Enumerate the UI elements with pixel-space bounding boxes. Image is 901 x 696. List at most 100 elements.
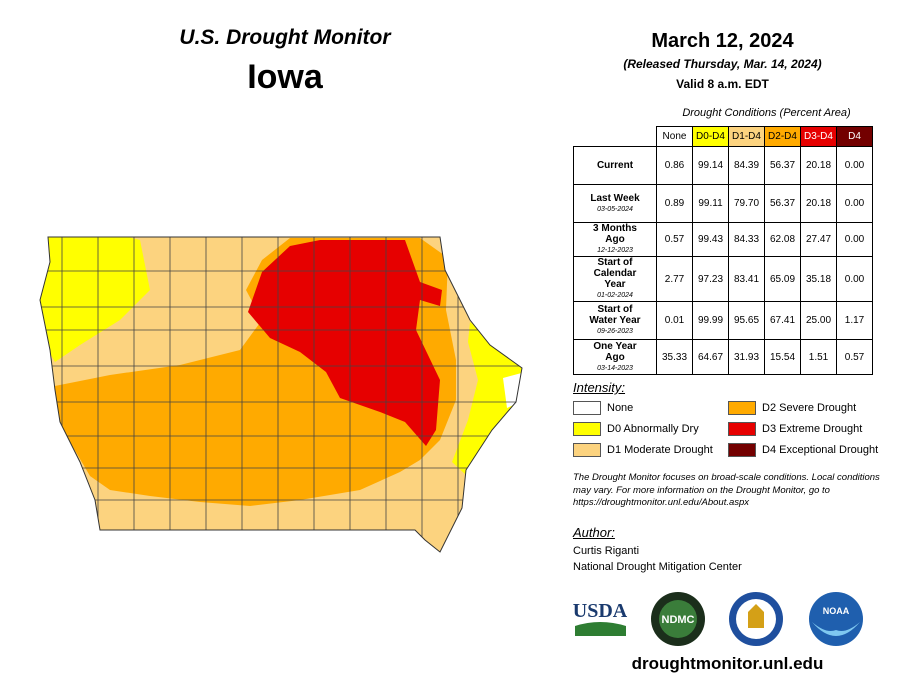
noaa-logo: NOAA [823, 606, 850, 616]
map-date: March 12, 2024 [651, 30, 794, 52]
value-cell: 1.51 [800, 339, 837, 375]
legend-swatch [573, 422, 601, 436]
noaa-ring [809, 592, 863, 646]
value-cell: 0.01 [656, 301, 693, 340]
author-name: Curtis Riganti [573, 545, 640, 557]
noaa-wave [812, 622, 860, 636]
ndmc-logo: NDMC [662, 614, 695, 626]
row-label: Start of Water Year [589, 304, 641, 326]
table-row: 3 Months Ago 12-12-2023 0.57 99.43 84.33 62.0… [573, 222, 873, 257]
corner-cell [574, 127, 657, 147]
row-date: 12-12-2023 [597, 247, 633, 254]
value-cell: 99.11 [692, 184, 729, 223]
usda-field [575, 622, 626, 636]
value-cell: 15.54 [764, 339, 801, 375]
value-cell: 95.65 [728, 301, 765, 340]
column-header: D4 [836, 126, 873, 147]
legend-item: None [573, 401, 633, 415]
value-cell: 83.41 [728, 256, 765, 302]
value-cell: 25.00 [800, 301, 837, 340]
table-row: One Year Ago 03-14-2023 35.33 64.67 31.93 15.… [573, 339, 873, 375]
legend-item: D0 Abnormally Dry [573, 422, 699, 436]
value-cell: 97.23 [692, 256, 729, 302]
column-header: D0-D4 [692, 126, 729, 147]
legend-label: D4 Exceptional Drought [762, 444, 879, 456]
value-cell: 0.86 [656, 146, 693, 185]
legend-label: D3 Extreme Drought [762, 423, 863, 435]
iowa-map [39, 236, 523, 553]
table-row: Start of Calendar Year 01-02-2024 2.77 97.2… [573, 256, 873, 302]
table-row: Last Week 03-05-2024 0.89 99.11 79.70 56.37 20… [573, 184, 873, 223]
value-cell: 56.37 [764, 184, 801, 223]
legend-swatch [573, 401, 601, 415]
row-label: 3 Months Ago [593, 223, 637, 245]
logos: USDA NDMC NOAA [573, 592, 863, 646]
value-cell: 20.18 [800, 184, 837, 223]
value-cell: 62.08 [764, 222, 801, 257]
legend-title: Intensity: [573, 380, 626, 395]
table-row: Current 0.86 99.14 84.39 56.37 20.18 0.00 [573, 146, 873, 185]
d0-area [40, 237, 150, 362]
author-org: National Drought Mitigation Center [573, 561, 742, 573]
author-label: Author: [573, 525, 615, 540]
value-cell: 0.57 [656, 222, 693, 257]
value-cell: 99.99 [692, 301, 729, 340]
row-label: One Year Ago [593, 340, 637, 363]
value-cell: 31.93 [728, 339, 765, 375]
column-header: D1-D4 [728, 126, 765, 147]
value-cell: 2.77 [656, 256, 693, 302]
row-label-cell: 3 Months Ago 12-12-2023 [573, 222, 657, 257]
value-cell: 1.17 [836, 301, 873, 340]
row-label-cell: One Year Ago 03-14-2023 [573, 339, 657, 375]
value-cell: 0.89 [656, 184, 693, 223]
legend-swatch [728, 422, 756, 436]
legend-label: None [607, 402, 634, 414]
value-cell: 27.47 [800, 222, 837, 257]
conditions-table: None D0-D4 D1-D4 D2-D4 D3-D4 D4 Current 0.86 99… [573, 126, 873, 375]
legend-swatch [573, 443, 601, 457]
release-date: (Released Thursday, Mar. 14, 2024) [623, 57, 822, 71]
value-cell: 35.18 [800, 256, 837, 302]
title: U.S. Drought Monitor [179, 26, 391, 49]
d3-area [248, 240, 442, 446]
legend-swatch [728, 443, 756, 457]
row-label: Current [596, 160, 634, 171]
ndmc-center [659, 600, 697, 638]
row-label-cell: Last Week 03-05-2024 [573, 184, 657, 223]
value-cell: 84.39 [728, 146, 765, 185]
column-header: D2-D4 [764, 126, 801, 147]
column-header: None [656, 126, 693, 147]
legend-label: D2 Severe Drought [762, 402, 857, 414]
value-cell: 35.33 [656, 339, 693, 375]
value-cell: 56.37 [764, 146, 801, 185]
header-row: None D0-D4 D1-D4 D2-D4 D3-D4 D4 [574, 126, 873, 147]
row-label: Start of Calendar Year [593, 257, 637, 290]
value-cell: 99.14 [692, 146, 729, 185]
table-body: Current 0.86 99.14 84.39 56.37 20.18 0.00 Last … [573, 146, 873, 375]
legend-item: D2 Severe Drought [728, 401, 856, 415]
state-outline [39, 236, 523, 553]
value-cell: 64.67 [692, 339, 729, 375]
row-label: Last Week [590, 192, 640, 204]
county-lines [40, 237, 522, 540]
value-cell: 20.18 [800, 146, 837, 185]
row-date: 03-05-2024 [597, 205, 633, 213]
value-cell: 0.00 [836, 222, 873, 257]
legend-label: D1 Moderate Drought [607, 444, 713, 456]
legend-item: D4 Exceptional Drought [728, 443, 878, 457]
value-cell: 0.00 [836, 146, 873, 185]
website: droughtmonitor.unl.edu [631, 654, 824, 673]
row-date: 03-14-2023 [597, 364, 633, 372]
row-label-cell: Start of Water Year 09-26-2023 [573, 301, 657, 340]
legend-item: D1 Moderate Drought [573, 443, 713, 457]
row-label-cell: Current [573, 146, 657, 185]
usda-logo: USDA [573, 600, 628, 622]
row-date: 09-26-2023 [597, 328, 633, 335]
legend-item: D3 Extreme Drought [728, 422, 862, 436]
value-cell: 0.00 [836, 184, 873, 223]
row-date: 01-02-2024 [597, 292, 633, 299]
value-cell: 79.70 [728, 184, 765, 223]
valid-time: Valid 8 a.m. EDT [676, 77, 769, 91]
state-name: Iowa [247, 58, 323, 96]
